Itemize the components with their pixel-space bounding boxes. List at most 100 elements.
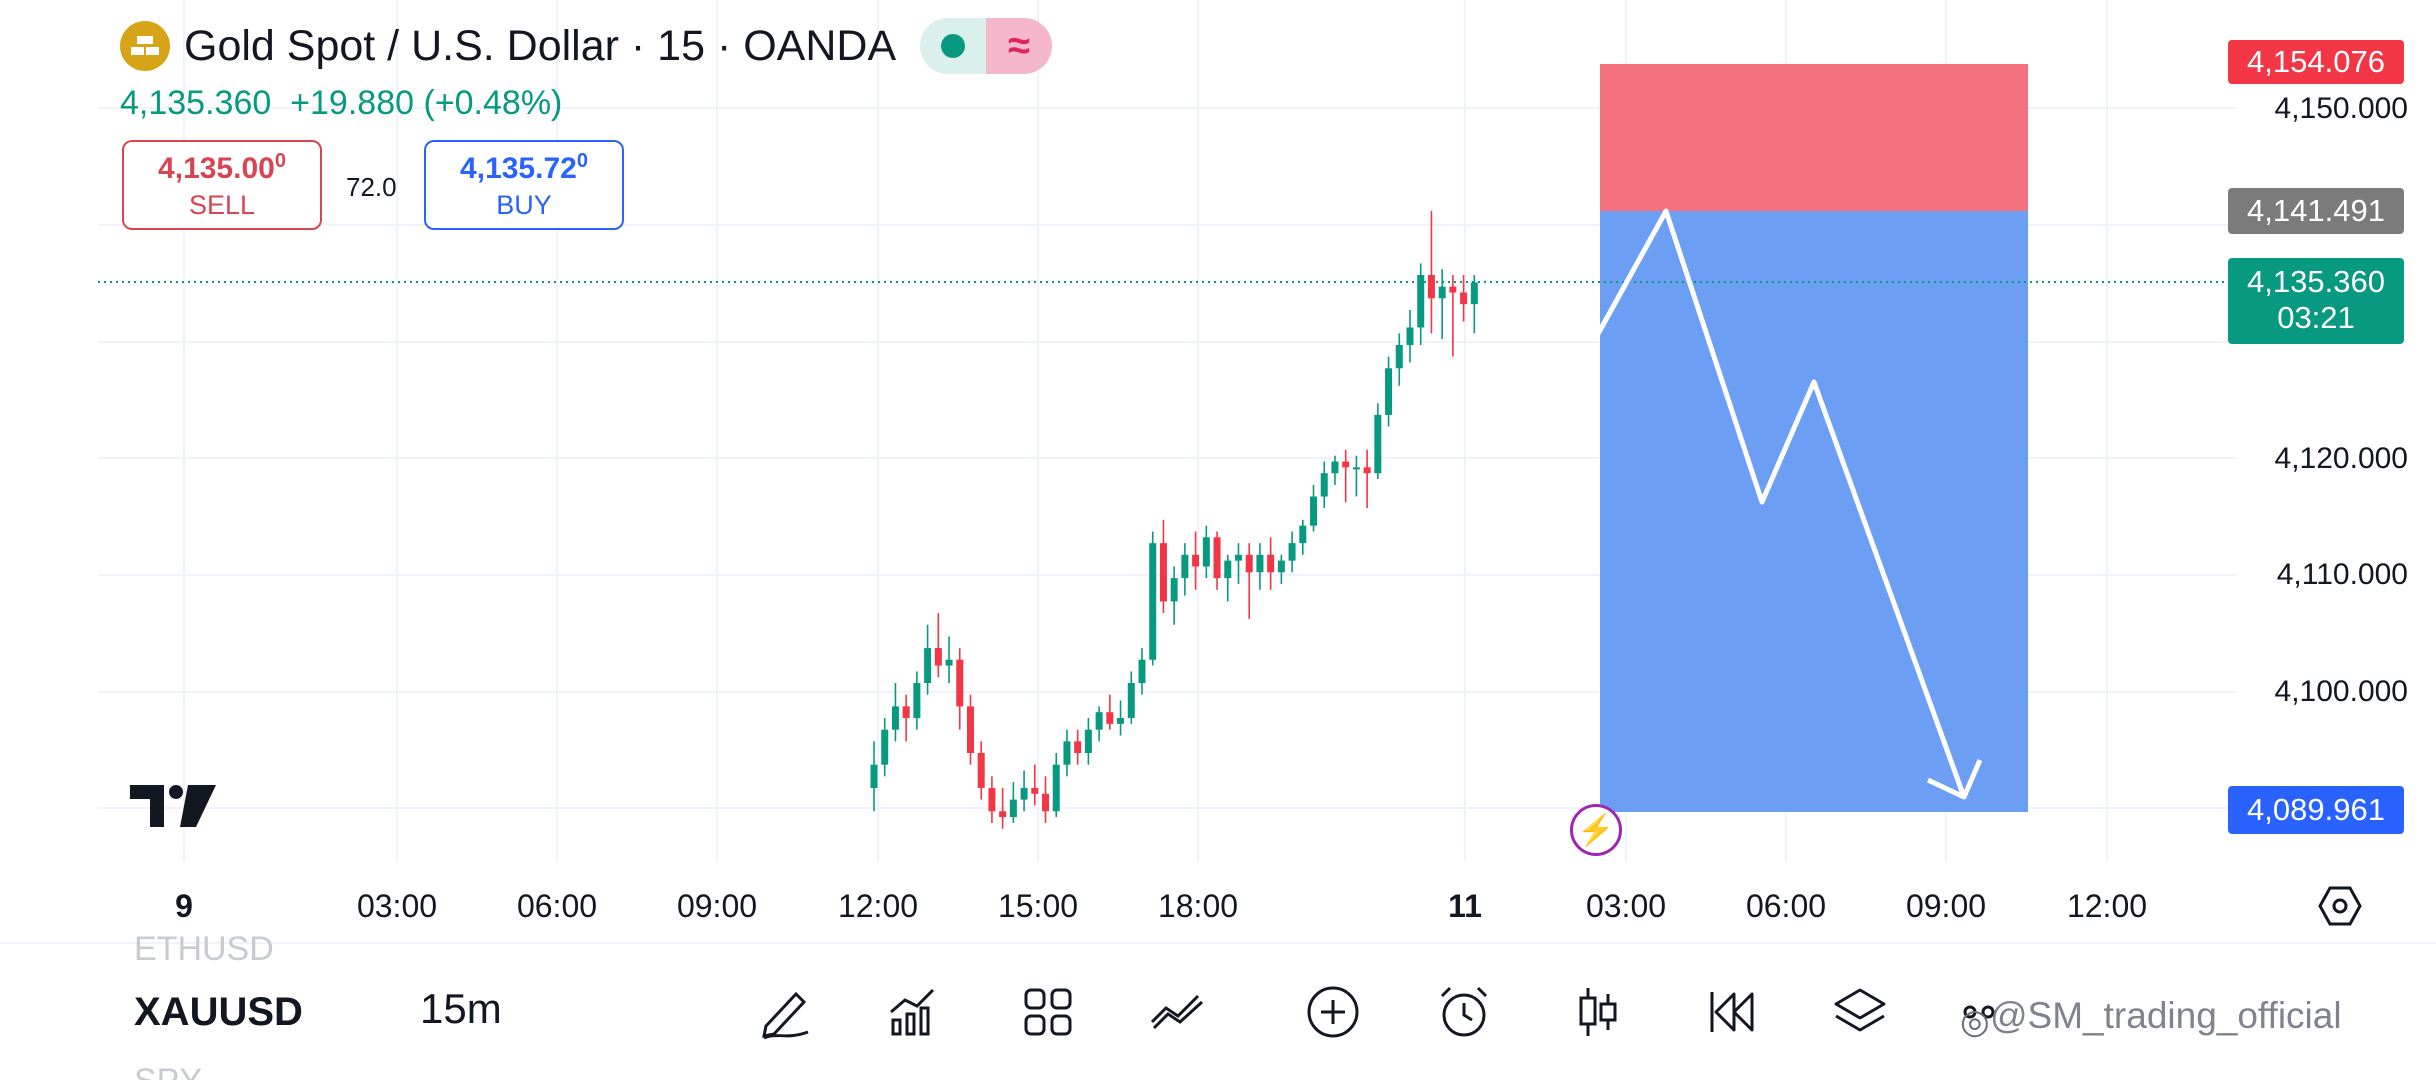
watchlist-prev-symbol[interactable]: ETHUSD: [134, 930, 274, 964]
candle-body: [1460, 292, 1468, 305]
candle-body: [1352, 467, 1360, 470]
candle-body: [902, 706, 910, 719]
candle-body: [1374, 414, 1382, 474]
projection-path[interactable]: [1595, 208, 1967, 798]
sell-price: 4,135.00: [158, 152, 275, 185]
candle-body: [1267, 554, 1275, 573]
time-label: 06:00: [516, 888, 598, 924]
candle-body: [1342, 461, 1350, 468]
candle-body: [1395, 344, 1403, 369]
layers-icon[interactable]: [1830, 982, 1890, 1042]
indicators-icon[interactable]: [1148, 982, 1208, 1042]
candle-body: [924, 648, 932, 684]
take-profit-label[interactable]: 4,089.961: [2228, 786, 2404, 834]
sell-button[interactable]: 4,135.000 SELL: [122, 140, 322, 230]
more-icon[interactable]: [1960, 982, 2000, 1042]
watchlist-next-symbol[interactable]: SPY: [134, 1062, 202, 1080]
candle-body: [891, 706, 899, 730]
candle-body: [1224, 560, 1232, 579]
grid-icon[interactable]: [1018, 982, 1078, 1042]
candle-body: [1277, 560, 1285, 573]
alarm-icon[interactable]: [1434, 982, 1494, 1042]
candle-body: [1385, 368, 1393, 415]
market-open-indicator[interactable]: [920, 18, 987, 74]
price-change: +19.880 (+0.48%): [290, 84, 563, 122]
candles-layer: [870, 210, 1478, 829]
candle-body: [988, 787, 996, 812]
candle-body: [1288, 543, 1296, 561]
candle-body: [1406, 327, 1414, 345]
add-icon[interactable]: [1303, 982, 1363, 1042]
candle-body: [1363, 467, 1371, 474]
time-label: 18:00: [1157, 888, 1239, 924]
candle-body: [999, 811, 1007, 818]
candle-body: [1310, 496, 1318, 526]
buy-button[interactable]: 4,135.720 BUY: [424, 140, 624, 230]
symbol-title[interactable]: Gold Spot / U.S. Dollar · 15 · OANDA: [184, 21, 897, 70]
chart-type-icon[interactable]: [885, 982, 945, 1042]
candle-body: [1320, 473, 1328, 497]
candle-body: [1438, 286, 1446, 299]
candle-body: [1095, 712, 1103, 730]
price-tick: 4,100.000: [2274, 675, 2408, 708]
current-price-badge: 4,135.360 03:21: [2228, 258, 2404, 344]
candle-body: [977, 752, 985, 788]
candle-body: [1138, 659, 1146, 684]
spread-value: 72.0: [346, 172, 397, 202]
candle-body: [1009, 799, 1017, 818]
time-label: 03:00: [1585, 888, 1667, 924]
time-label: 15:00: [997, 888, 1079, 924]
stop-loss-zone[interactable]: [1600, 64, 2028, 211]
candle-body: [1074, 741, 1082, 753]
buy-price-pip: 0: [576, 150, 588, 172]
candle-body: [1449, 286, 1457, 293]
candle-body: [1234, 554, 1242, 561]
price-tick: 4,150.000: [2274, 92, 2408, 125]
candle-body: [966, 706, 974, 753]
lightning-icon[interactable]: ⚡: [1570, 804, 1622, 856]
time-label: 09:00: [676, 888, 758, 924]
stop-loss-label[interactable]: 4,154.076: [2228, 40, 2404, 84]
candle-body: [1127, 683, 1135, 719]
candle-body: [881, 729, 889, 765]
entry-price-label[interactable]: 4,141.491: [2228, 188, 2404, 234]
candle-body: [870, 764, 878, 788]
candle-body: [1331, 461, 1339, 474]
timeframe-selector[interactable]: 15m: [420, 985, 502, 1032]
candle-body: [1042, 793, 1050, 812]
candle-body: [1245, 554, 1253, 573]
candles-icon[interactable]: [1568, 982, 1628, 1042]
price-tick: 4,120.000: [2274, 442, 2408, 475]
time-label: 09:00: [1905, 888, 1987, 924]
current-price-value: 4,135.360: [2247, 264, 2385, 299]
candle-body: [1417, 275, 1425, 328]
sell-label: SELL: [188, 190, 256, 220]
replay-icon[interactable]: [1700, 982, 1760, 1042]
watchlist-current-symbol[interactable]: XAUUSD: [134, 990, 303, 1034]
market-status-pill[interactable]: ≈: [920, 18, 1053, 74]
candle-body: [1192, 554, 1200, 567]
buy-price: 4,135.72: [460, 152, 577, 185]
candle-body: [913, 683, 921, 719]
last-price: 4,135.360: [120, 84, 272, 122]
time-label: 9: [175, 888, 193, 924]
chart-header: Gold Spot / U.S. Dollar · 15 · OANDA ≈: [120, 18, 1053, 74]
projection-arrowhead: [1926, 759, 1983, 800]
candle-body: [1052, 764, 1060, 812]
take-profit-zone[interactable]: [1600, 211, 2028, 812]
candle-body: [1084, 729, 1092, 753]
price-chart[interactable]: [0, 0, 2436, 950]
time-label: 11: [1448, 888, 1482, 924]
quote-line: 4,135.360 +19.880 (+0.48%): [120, 84, 562, 123]
time-label: 06:00: [1745, 888, 1827, 924]
indicator-toggle[interactable]: ≈: [986, 18, 1053, 74]
pencil-icon[interactable]: [756, 982, 816, 1042]
bottom-toolbar: [0, 944, 2436, 1080]
bar-countdown: 03:21: [2277, 300, 2355, 335]
candle-body: [934, 648, 942, 666]
time-label: 03:00: [356, 888, 438, 924]
candle-body: [1427, 275, 1435, 299]
settings-icon[interactable]: [2318, 884, 2362, 933]
gold-bars-icon: [120, 21, 170, 71]
candle-body: [1256, 554, 1264, 573]
